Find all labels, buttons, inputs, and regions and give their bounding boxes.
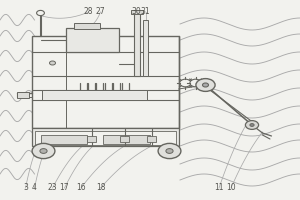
Bar <box>74 23 100 29</box>
Bar <box>87 136 96 142</box>
Bar <box>66 28 118 52</box>
Circle shape <box>32 143 55 159</box>
Bar <box>42 90 147 100</box>
Circle shape <box>190 79 201 87</box>
Circle shape <box>250 124 254 126</box>
Text: 10: 10 <box>226 184 236 192</box>
Circle shape <box>37 10 44 16</box>
Circle shape <box>50 61 56 65</box>
Circle shape <box>166 149 173 153</box>
Text: 28: 28 <box>84 7 93 17</box>
Text: 4: 4 <box>32 184 37 192</box>
Circle shape <box>40 149 47 153</box>
Text: 23: 23 <box>48 184 57 192</box>
Text: 3: 3 <box>23 184 28 192</box>
Text: 31: 31 <box>141 7 150 17</box>
Bar <box>131 10 142 14</box>
Bar <box>34 131 176 145</box>
Bar <box>16 92 28 98</box>
Circle shape <box>158 143 181 159</box>
Circle shape <box>180 79 191 87</box>
Bar <box>120 136 129 142</box>
Text: 27: 27 <box>96 7 105 17</box>
Bar <box>103 135 150 144</box>
Circle shape <box>245 121 259 129</box>
Circle shape <box>196 79 215 91</box>
Text: 17: 17 <box>60 184 69 192</box>
Bar <box>32 128 178 146</box>
Bar <box>40 135 87 144</box>
Text: 11: 11 <box>214 184 224 192</box>
Bar <box>143 20 148 76</box>
Text: 18: 18 <box>96 184 105 192</box>
Bar <box>147 136 156 142</box>
Bar <box>32 36 178 128</box>
Bar <box>134 12 140 76</box>
Circle shape <box>202 83 208 87</box>
Text: 16: 16 <box>76 184 86 192</box>
Text: 30: 30 <box>132 7 141 17</box>
